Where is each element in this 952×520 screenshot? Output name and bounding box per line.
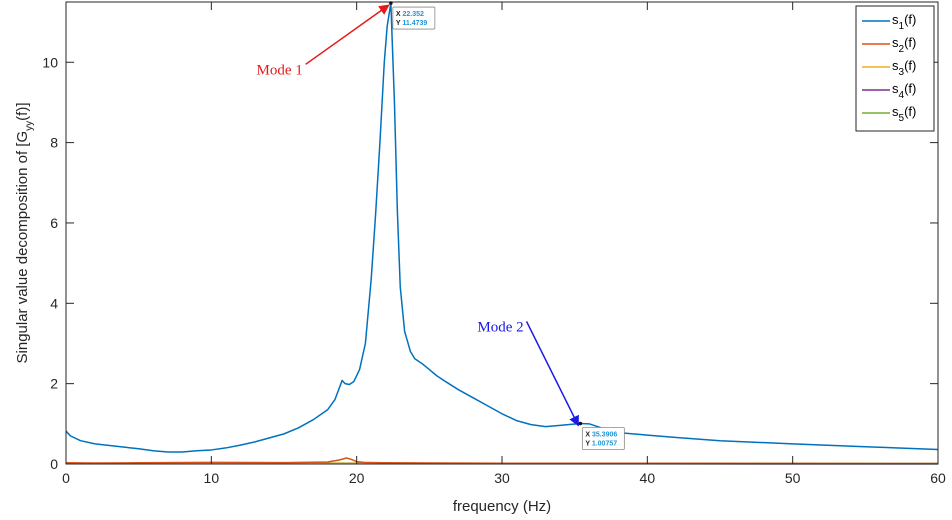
datatip-x: X 35.3906: [585, 432, 617, 439]
series-line-1: [65, 2, 939, 453]
legend-label-5: s5(f): [892, 104, 916, 124]
x-tick-label: 30: [494, 470, 510, 486]
mode-1-arrow: [305, 4, 390, 65]
y-axis-title-sub: yy: [24, 121, 35, 131]
series-line-2: [65, 457, 939, 465]
mode-1-label: Mode 1: [257, 62, 303, 78]
y-axis-title-end: (f)]: [14, 103, 31, 121]
datatip-y: Y 1.00757: [585, 441, 617, 448]
plot-background: [66, 2, 938, 464]
y-axis-title-main: Singular value decomposition of [G: [14, 131, 31, 364]
y-tick-label: 0: [50, 456, 58, 472]
x-tick-label: 40: [640, 470, 656, 486]
legend-label-4: s4(f): [892, 81, 916, 101]
y-tick-label: 6: [50, 215, 58, 231]
legend-label-2: s2(f): [892, 35, 916, 55]
y-tick-label: 10: [42, 54, 58, 70]
legend-label-3: s3(f): [892, 58, 916, 78]
x-tick-label: 10: [204, 470, 220, 486]
annotation-layer: Mode 1 Mode 2: [257, 4, 580, 427]
x-tick-label: 20: [349, 470, 365, 486]
datatip-x: X 22.352: [396, 11, 424, 18]
y-axis-title: Singular value decomposition of [Gyy(f)]: [14, 103, 35, 364]
datatip-y: Y 11.4739: [396, 20, 428, 27]
y-tick-label: 8: [50, 135, 58, 151]
legend-box: [855, 5, 935, 132]
y-tick-label: 4: [50, 295, 58, 311]
x-tick-label: 50: [785, 470, 801, 486]
datatip-layer: X 22.352 Y 11.4739 X 35.3906 Y 1.00757: [389, 1, 625, 450]
x-axis-title: frequency (Hz): [453, 498, 551, 515]
ticks-layer: 0 10 20 30 40 50 60 0 2 4 6 8 10: [42, 2, 946, 486]
mode-2-label: Mode 2: [477, 319, 523, 335]
legend-label-1: s1(f): [892, 12, 916, 32]
plot-frame: [65, 1, 939, 465]
legend: s1(f) s2(f) s3(f) s4(f) s5(f): [855, 5, 935, 132]
x-tick-label: 60: [930, 470, 946, 486]
y-tick-label: 2: [50, 376, 58, 392]
datatip-marker[interactable]: [578, 421, 583, 426]
datatip-box: [581, 427, 625, 450]
x-tick-label: 0: [62, 470, 70, 486]
datatip-box: [392, 6, 436, 30]
mode-2-arrow: [525, 321, 580, 427]
datatip-marker[interactable]: [389, 1, 393, 5]
